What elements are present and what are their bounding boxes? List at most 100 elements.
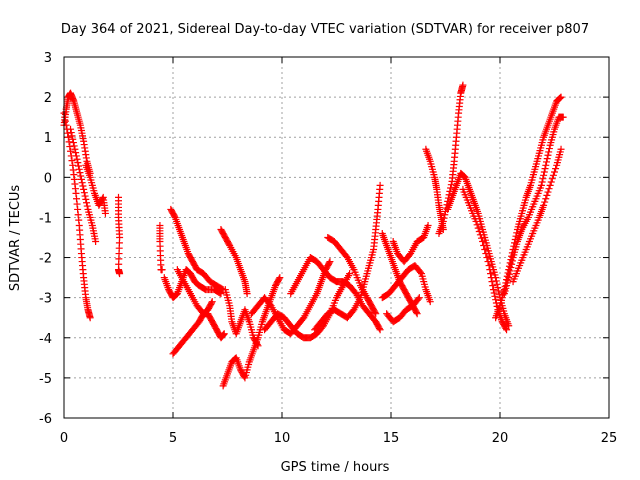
data-point — [61, 113, 69, 121]
series-arc-ac — [509, 145, 565, 286]
data-point — [551, 168, 558, 176]
grid-lines — [64, 57, 609, 418]
x-tick-label: 25 — [601, 431, 618, 446]
x-axis-label: GPS time / hours — [281, 460, 390, 475]
data-point — [68, 132, 76, 140]
data-point — [70, 142, 78, 150]
data-point — [479, 238, 487, 246]
data-point — [440, 214, 448, 222]
data-point — [538, 178, 546, 186]
data-point — [208, 298, 216, 306]
series-arc-c — [67, 125, 100, 246]
data-point — [543, 155, 551, 163]
data-point — [508, 257, 516, 265]
series-arc-z — [459, 185, 511, 334]
data-point — [447, 184, 455, 192]
y-tick-label: -6 — [39, 412, 52, 427]
data-point — [275, 275, 283, 283]
data-point — [475, 227, 483, 235]
data-point — [83, 202, 91, 210]
y-tick-label: -4 — [39, 332, 52, 347]
data-point — [541, 165, 549, 173]
axis-ticks: 0 5 10 15 20 25 -6 -5 -4 -3 -2 -1 0 1 2 3 — [39, 51, 617, 446]
y-tick-label: -5 — [39, 372, 52, 387]
data-point — [556, 94, 564, 102]
data-point — [482, 250, 490, 258]
data-point — [545, 148, 553, 156]
data-point — [101, 209, 109, 217]
data-point — [541, 198, 549, 206]
data-point — [545, 145, 553, 153]
y-tick-label: 1 — [44, 131, 52, 146]
data-point — [491, 292, 499, 300]
data-point — [208, 299, 216, 307]
data-point — [480, 242, 488, 250]
data-point — [495, 287, 503, 295]
series-arc-k — [217, 225, 251, 298]
data-point — [69, 139, 77, 147]
series-arc-x — [435, 81, 467, 237]
data-point — [540, 168, 548, 176]
x-tick-label: 5 — [169, 431, 177, 446]
data-point — [441, 211, 449, 219]
data-point — [68, 157, 76, 165]
data-point — [502, 324, 510, 332]
y-tick-label: 0 — [44, 171, 52, 186]
y-tick-label: -2 — [39, 252, 52, 267]
data-point — [447, 181, 455, 189]
data-point — [254, 342, 262, 350]
data-point — [92, 238, 100, 246]
data-point — [559, 113, 567, 121]
data-point — [220, 330, 228, 338]
series-arc-t — [378, 262, 434, 306]
data-point — [218, 285, 226, 293]
data-point — [542, 161, 550, 169]
data-point — [481, 246, 489, 254]
data-point — [483, 254, 491, 262]
data-point — [66, 143, 74, 151]
y-tick-label: -3 — [39, 292, 52, 307]
data-point — [371, 308, 379, 316]
data-point — [78, 179, 86, 187]
data-point — [472, 217, 480, 225]
data-point — [537, 181, 545, 189]
data-point — [557, 145, 565, 153]
data-point — [548, 175, 556, 183]
x-tick-label: 15 — [383, 431, 400, 446]
data-point — [73, 155, 81, 163]
data-point — [415, 294, 423, 302]
data-point — [543, 158, 551, 166]
data-point — [489, 282, 497, 290]
data-point — [72, 149, 80, 157]
data-point — [77, 172, 85, 180]
data-point — [158, 266, 166, 274]
data-point — [64, 133, 72, 141]
data-point — [80, 185, 88, 193]
data-point — [67, 147, 75, 155]
data-point — [424, 221, 432, 229]
data-point — [376, 326, 384, 334]
data-point — [476, 231, 484, 239]
series-arc-r — [311, 181, 384, 334]
data-point — [547, 178, 555, 186]
data-point — [83, 199, 91, 207]
series-arc-b — [60, 109, 94, 322]
data-point — [539, 175, 547, 183]
series-arc-u — [389, 221, 432, 266]
data-point — [508, 260, 516, 268]
data-point — [474, 224, 482, 232]
data-point — [490, 289, 498, 297]
data-point — [67, 125, 75, 133]
data-point — [503, 326, 511, 334]
data-point — [71, 145, 79, 153]
series-arc-e — [115, 193, 124, 278]
data-point — [375, 324, 383, 332]
data-point — [82, 195, 90, 203]
series-arc-g — [160, 266, 225, 302]
data-point — [552, 165, 560, 173]
data-point — [79, 182, 87, 190]
data-point — [253, 340, 261, 348]
series-arc-q — [324, 234, 380, 318]
